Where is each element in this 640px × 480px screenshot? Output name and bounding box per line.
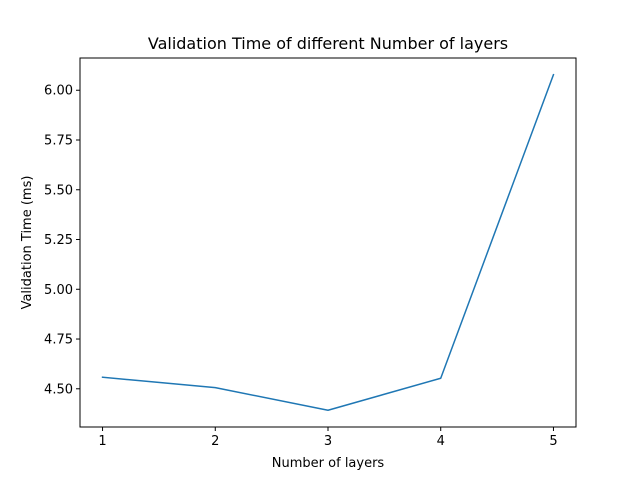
x-axis-ticks: 1 2 3 4 5 bbox=[98, 427, 558, 449]
y-tick-label: 5.00 bbox=[44, 283, 73, 298]
y-tick-label: 4.50 bbox=[44, 382, 73, 397]
y-axis-ticks: 4.50 4.75 5.00 5.25 5.50 5.75 6.00 bbox=[44, 84, 80, 397]
y-tick-label: 5.25 bbox=[44, 233, 73, 248]
y-tick-label: 6.00 bbox=[44, 84, 73, 99]
y-axis-label: Validation Time (ms) bbox=[20, 176, 35, 310]
x-tick-label: 4 bbox=[437, 434, 445, 449]
series-line bbox=[101, 73, 555, 412]
x-tick-label: 5 bbox=[549, 434, 557, 449]
chart-title: Validation Time of different Number of l… bbox=[148, 34, 508, 53]
series-layer bbox=[101, 73, 555, 412]
y-tick-label: 4.75 bbox=[44, 333, 73, 348]
x-axis-label: Number of layers bbox=[272, 456, 385, 471]
x-tick-label: 3 bbox=[324, 434, 332, 449]
x-tick-label: 2 bbox=[211, 434, 219, 449]
x-tick-label: 1 bbox=[98, 434, 106, 449]
y-tick-label: 5.50 bbox=[44, 183, 73, 198]
plot-frame bbox=[79, 57, 577, 428]
y-tick-label: 5.75 bbox=[44, 134, 73, 149]
